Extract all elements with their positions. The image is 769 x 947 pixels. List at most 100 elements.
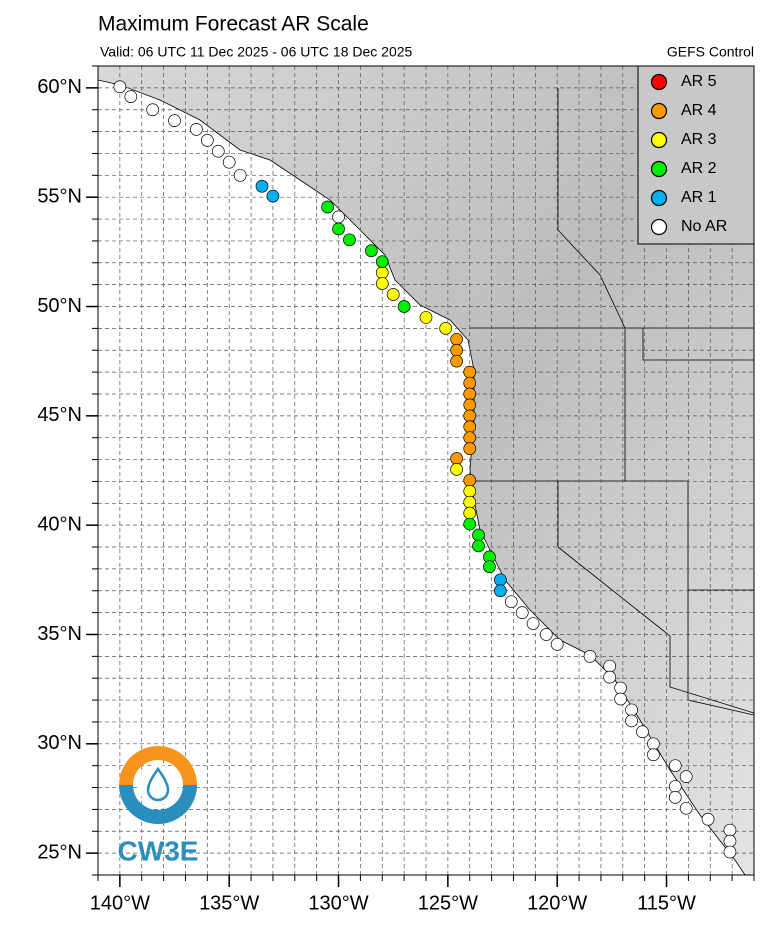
ar-point — [255, 179, 269, 193]
logo: CW3E — [118, 746, 199, 866]
ar-point — [504, 595, 518, 609]
ar-point — [614, 692, 627, 706]
legend-swatch — [650, 102, 668, 120]
ar-point — [375, 266, 389, 279]
legend-label: No AR — [681, 218, 727, 235]
x-tick-label: 120°W — [527, 892, 587, 914]
ar-point — [723, 834, 737, 848]
ar-point — [723, 845, 737, 859]
logo-ring-lower — [119, 785, 197, 824]
border — [642, 328, 754, 361]
ar-point — [146, 103, 160, 117]
ar-point — [603, 659, 617, 673]
chart-title: Maximum Forecast AR Scale — [98, 13, 369, 36]
border — [557, 88, 626, 481]
model-label: GEFS Control — [667, 44, 754, 60]
ar-point — [332, 222, 345, 236]
ar-point — [233, 168, 247, 182]
ar-point — [668, 759, 682, 773]
border — [557, 481, 754, 714]
ar-point — [472, 539, 485, 553]
y-tick-label: 30°N — [37, 732, 82, 754]
y-tick-label: 45°N — [37, 404, 82, 426]
x-tick-label: 125°W — [418, 892, 478, 914]
legend-label: AR 1 — [681, 189, 717, 206]
ar-point — [397, 300, 411, 313]
ar-point — [450, 343, 463, 357]
ar-point — [343, 233, 356, 247]
ar-point — [625, 714, 638, 728]
ar-point — [550, 637, 564, 651]
ar-point — [463, 431, 477, 445]
ar-point — [472, 528, 485, 542]
legend-swatch — [650, 189, 668, 207]
legend-swatch — [650, 131, 668, 149]
ar-point — [668, 780, 682, 793]
ar-point — [463, 517, 477, 531]
ar-point — [450, 332, 463, 346]
ar-point — [375, 277, 389, 290]
legend-swatch — [650, 73, 668, 91]
ar-point — [647, 737, 660, 751]
ar-point — [614, 681, 627, 695]
y-tick-label: 55°N — [37, 185, 82, 207]
ar-point — [450, 463, 463, 476]
legend-box — [637, 65, 755, 245]
ar-point — [439, 322, 453, 335]
y-tick-label: 40°N — [37, 513, 82, 535]
ar-point — [386, 288, 400, 301]
ar-point — [463, 484, 477, 498]
ar-point — [668, 791, 682, 804]
ar-point — [515, 606, 529, 619]
x-tick-label: 135°W — [199, 892, 259, 914]
ar-point — [526, 617, 540, 630]
legend-swatch — [650, 218, 668, 236]
ar-point — [419, 311, 433, 324]
ar-point — [493, 573, 507, 587]
y-tick-label: 50°N — [37, 295, 82, 317]
y-tick-label: 35°N — [37, 623, 82, 645]
x-tick-label: 130°W — [308, 892, 368, 914]
ar-point — [463, 365, 477, 379]
ar-point — [463, 473, 477, 487]
ar-point — [375, 255, 389, 269]
x-tick-label: 140°W — [90, 892, 150, 914]
ar-point — [463, 376, 477, 390]
ar-point — [450, 452, 463, 465]
x-tick-label: 115°W — [637, 892, 696, 914]
ar-point — [463, 506, 477, 520]
ar-point — [463, 495, 477, 509]
logo-drop — [146, 766, 170, 802]
ar-point — [113, 80, 127, 94]
legend-label: AR 2 — [681, 160, 717, 177]
ar-point — [723, 823, 737, 837]
ar-point — [701, 812, 715, 826]
ar-point — [211, 144, 225, 158]
ar-point — [222, 155, 236, 169]
y-tick-label: 25°N — [37, 841, 82, 863]
ar-point — [625, 703, 638, 717]
legend-label: AR 5 — [681, 73, 717, 90]
ar-point — [583, 650, 597, 663]
legend-swatch — [650, 160, 668, 178]
ar-point — [124, 90, 138, 103]
logo-text: CW3E — [118, 835, 199, 866]
ar-point — [168, 114, 181, 128]
ar-point — [463, 398, 477, 412]
chart-subtitle: Valid: 06 UTC 11 Dec 2025 - 06 UTC 18 De… — [100, 44, 413, 60]
ar-point — [266, 189, 280, 203]
ar-point — [679, 801, 693, 815]
ar-point — [364, 244, 378, 258]
ar-point — [679, 770, 693, 783]
y-tick-label: 60°N — [37, 76, 82, 98]
ar-point — [539, 628, 553, 641]
ar-point — [636, 725, 649, 739]
ar-point — [190, 123, 203, 136]
ar-point — [463, 420, 477, 434]
logo-ring — [119, 746, 197, 785]
ar-point — [321, 200, 334, 214]
ar-point — [603, 670, 617, 684]
ar-point — [200, 133, 214, 147]
ar-point — [463, 442, 477, 455]
